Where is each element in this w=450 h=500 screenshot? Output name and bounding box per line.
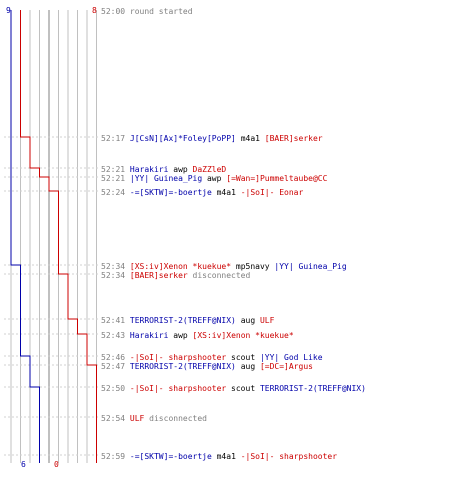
- player-name: [BAER]serker: [264, 134, 323, 143]
- player-name: |YY| God Like: [259, 353, 323, 362]
- event-text: disconnected: [187, 271, 251, 280]
- player-name: |YY| Guinea_Pig: [129, 174, 203, 183]
- team-a-start-count: 9: [6, 6, 11, 15]
- event-time: 52:54: [101, 414, 130, 423]
- event-time: 52:46: [101, 353, 130, 362]
- weapon-name: scout: [226, 384, 260, 393]
- weapon-name: mp5navy: [231, 262, 275, 271]
- player-name: Harakiri: [129, 165, 169, 174]
- weapon-name: awp: [202, 174, 227, 183]
- event-row: 52:24 -=[SKTW]=-boertje m4a1 -|SoI|- Eon…: [101, 188, 303, 198]
- weapon-name: scout: [226, 353, 260, 362]
- team-b-end-count: 0: [54, 460, 59, 469]
- event-row: 52:59 -=[SKTW]=-boertje m4a1 -|SoI|- sha…: [101, 452, 337, 462]
- weapon-name: awp: [168, 331, 193, 340]
- player-name: TERRORIST-2(TREFF@NIX): [129, 316, 236, 325]
- event-row: 52:54 ULF disconnected: [101, 414, 207, 424]
- event-row: 52:41 TERRORIST-2(TREFF@NIX) aug ULF: [101, 316, 274, 326]
- team-b-start-count: 8: [92, 6, 97, 15]
- event-row: 52:00 round started: [101, 7, 193, 17]
- event-row: 52:21 Harakiri awp DaZZleD: [101, 165, 226, 175]
- event-text: disconnected: [144, 414, 207, 423]
- event-time: 52:34: [101, 271, 130, 280]
- event-time: 52:21: [101, 165, 130, 174]
- event-time: 52:34: [101, 262, 130, 271]
- weapon-name: aug: [235, 316, 260, 325]
- event-time: 52:21: [101, 174, 130, 183]
- event-time: 52:47: [101, 362, 130, 371]
- weapon-name: aug: [235, 362, 260, 371]
- player-name: ULF: [129, 414, 145, 423]
- event-row: 52:43 Harakiri awp [XS:iv]Xenon *kuekue*: [101, 331, 294, 341]
- event-time: 52:24: [101, 188, 130, 197]
- player-name: [=Wan=]Pummeltaube@CC: [226, 174, 328, 183]
- event-time: 52:00: [101, 7, 130, 16]
- weapon-name: m4a1: [211, 452, 241, 461]
- player-name: |YY| Guinea_Pig: [274, 262, 347, 271]
- player-name: TERRORIST-2(TREFF@NIX): [129, 362, 236, 371]
- player-name: -|SoI|- sharpshooter: [129, 384, 227, 393]
- player-name: -=[SKTW]=-boertje: [129, 452, 212, 461]
- event-row: 52:46 -|SoI|- sharpshooter scout |YY| Go…: [101, 353, 323, 363]
- player-name: Harakiri: [129, 331, 169, 340]
- event-row: 52:34 [BAER]serker disconnected: [101, 271, 250, 281]
- event-time: 52:59: [101, 452, 130, 461]
- player-name: [BAER]serker: [129, 271, 188, 280]
- event-row: 52:47 TERRORIST-2(TREFF@NIX) aug [=DC=]A…: [101, 362, 313, 372]
- player-name: J[CsN][Ax]*Foley[PoPP]: [129, 134, 236, 143]
- player-name: [XS:iv]Xenon *kuekue*: [129, 262, 232, 271]
- series-line-team-a: [10, 10, 40, 463]
- player-name: ULF: [259, 316, 275, 325]
- player-name: [XS:iv]Xenon *kuekue*: [192, 331, 294, 340]
- series-line-team-b: [20, 10, 97, 463]
- player-name: TERRORIST-2(TREFF@NIX): [259, 384, 366, 393]
- event-time: 52:50: [101, 384, 130, 393]
- player-name: -|SoI|- Eonar: [240, 188, 304, 197]
- player-name: -|SoI|- sharpshooter: [129, 353, 227, 362]
- event-row: 52:21 |YY| Guinea_Pig awp [=Wan=]Pummelt…: [101, 174, 327, 184]
- event-time: 52:41: [101, 316, 130, 325]
- weapon-name: m4a1: [235, 134, 265, 143]
- team-a-end-count: 6: [21, 460, 26, 469]
- weapon-name: awp: [168, 165, 193, 174]
- event-time: 52:17: [101, 134, 130, 143]
- event-row: 52:50 -|SoI|- sharpshooter scout TERRORI…: [101, 384, 366, 394]
- event-text: round started: [129, 7, 193, 16]
- player-name: -=[SKTW]=-boertje: [129, 188, 212, 197]
- player-name: [=DC=]Argus: [259, 362, 313, 371]
- player-name: DaZZleD: [192, 165, 227, 174]
- event-row: 52:17 J[CsN][Ax]*Foley[PoPP] m4a1 [BAER]…: [101, 134, 323, 144]
- event-time: 52:43: [101, 331, 130, 340]
- event-row: 52:34 [XS:iv]Xenon *kuekue* mp5navy |YY|…: [101, 262, 347, 272]
- player-name: -|SoI|- sharpshooter: [240, 452, 338, 461]
- weapon-name: m4a1: [211, 188, 241, 197]
